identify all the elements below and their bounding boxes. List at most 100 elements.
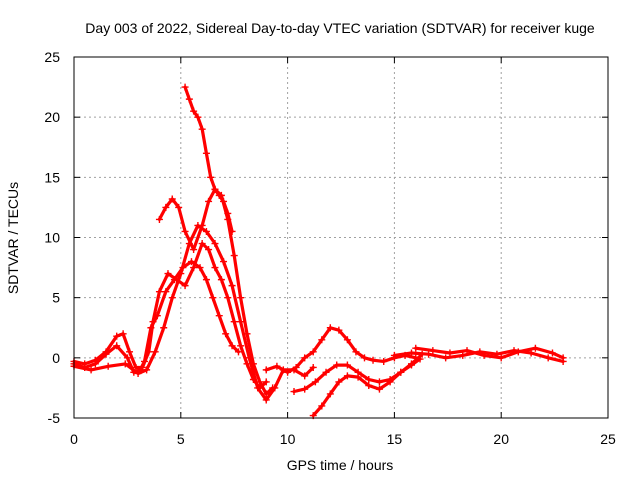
data-point (343, 336, 351, 344)
data-point (198, 240, 206, 248)
data-point (175, 203, 183, 211)
data-point (123, 354, 131, 362)
data-point (262, 390, 270, 398)
series-trace (311, 357, 422, 418)
data-point (416, 355, 424, 363)
data-point (322, 368, 330, 376)
data-point (205, 197, 213, 205)
data-point (548, 349, 556, 357)
data-point (181, 282, 189, 290)
data-point (187, 258, 195, 266)
data-point (149, 318, 157, 326)
data-point (234, 348, 242, 356)
data-point (162, 288, 170, 296)
data-point (262, 378, 270, 386)
data-point (228, 342, 236, 350)
data-point (155, 288, 163, 296)
data-point (190, 246, 198, 254)
data-point (237, 318, 245, 326)
data-point (237, 342, 245, 350)
data-point (318, 336, 326, 344)
data-point (463, 347, 471, 355)
y-tick-label: 15 (44, 169, 60, 185)
grid (74, 57, 608, 418)
data-point (222, 330, 230, 338)
data-point (202, 227, 210, 235)
data-point (514, 348, 522, 356)
data-point (217, 276, 225, 284)
data-point (318, 402, 326, 410)
data-point (262, 396, 270, 404)
data-point (121, 360, 129, 368)
data-point (301, 372, 309, 380)
data-point (407, 361, 415, 369)
data-point (81, 360, 89, 368)
data-point (143, 366, 151, 374)
data-point (429, 347, 437, 355)
y-tick-label: 0 (52, 350, 60, 366)
data-point (224, 209, 232, 217)
y-tick-label: 5 (52, 290, 60, 306)
data-point (104, 362, 112, 370)
data-point (215, 312, 223, 320)
y-axis-label: SDTVAR / TECUs (5, 182, 21, 294)
series-trace (414, 346, 565, 360)
data-point (284, 368, 292, 376)
data-point (254, 384, 262, 392)
data-point (309, 363, 317, 371)
data-point (311, 378, 319, 386)
data-point (198, 221, 206, 229)
data-point (87, 366, 95, 374)
data-point (237, 294, 245, 302)
data-point (375, 378, 383, 386)
data-point (559, 354, 567, 362)
data-point (224, 294, 232, 302)
data-point (207, 173, 215, 181)
y-tick-label: 20 (44, 109, 60, 125)
x-tick-label: 10 (280, 431, 296, 447)
data-point (365, 375, 373, 383)
y-tick-label: 10 (44, 230, 60, 246)
data-point (185, 95, 193, 103)
data-point (269, 384, 277, 392)
data-point (220, 258, 228, 266)
data-point (181, 83, 189, 91)
series-track-f (262, 324, 420, 376)
data-point (113, 332, 121, 340)
data-point (211, 240, 219, 248)
data-point (292, 363, 300, 371)
data-point (326, 390, 334, 398)
x-axis-label: GPS time / hours (287, 457, 394, 473)
data-point (343, 372, 351, 380)
data-point (205, 246, 213, 254)
data-point (243, 330, 251, 338)
data-point (168, 294, 176, 302)
x-tick-label: 20 (493, 431, 509, 447)
x-tick-label: 0 (70, 431, 78, 447)
data-point (273, 362, 281, 370)
data-point (177, 270, 185, 278)
data-point (386, 378, 394, 386)
data-point (290, 388, 298, 396)
data-point (162, 203, 170, 211)
data-point (209, 294, 217, 302)
data-point (230, 318, 238, 326)
data-point (168, 195, 176, 203)
data-point (215, 191, 223, 199)
data-point (228, 282, 236, 290)
data-point (309, 348, 317, 356)
data-point (446, 349, 454, 357)
data-point (202, 149, 210, 157)
data-point (544, 354, 552, 362)
data-point (369, 356, 377, 364)
data-point (301, 385, 309, 393)
data-point (134, 369, 142, 377)
data-series (70, 83, 567, 420)
series-trace (72, 260, 241, 374)
data-point (380, 357, 388, 365)
data-point (301, 354, 309, 362)
y-tick-label: -5 (48, 410, 61, 426)
data-point (132, 363, 140, 371)
data-point (190, 264, 198, 272)
